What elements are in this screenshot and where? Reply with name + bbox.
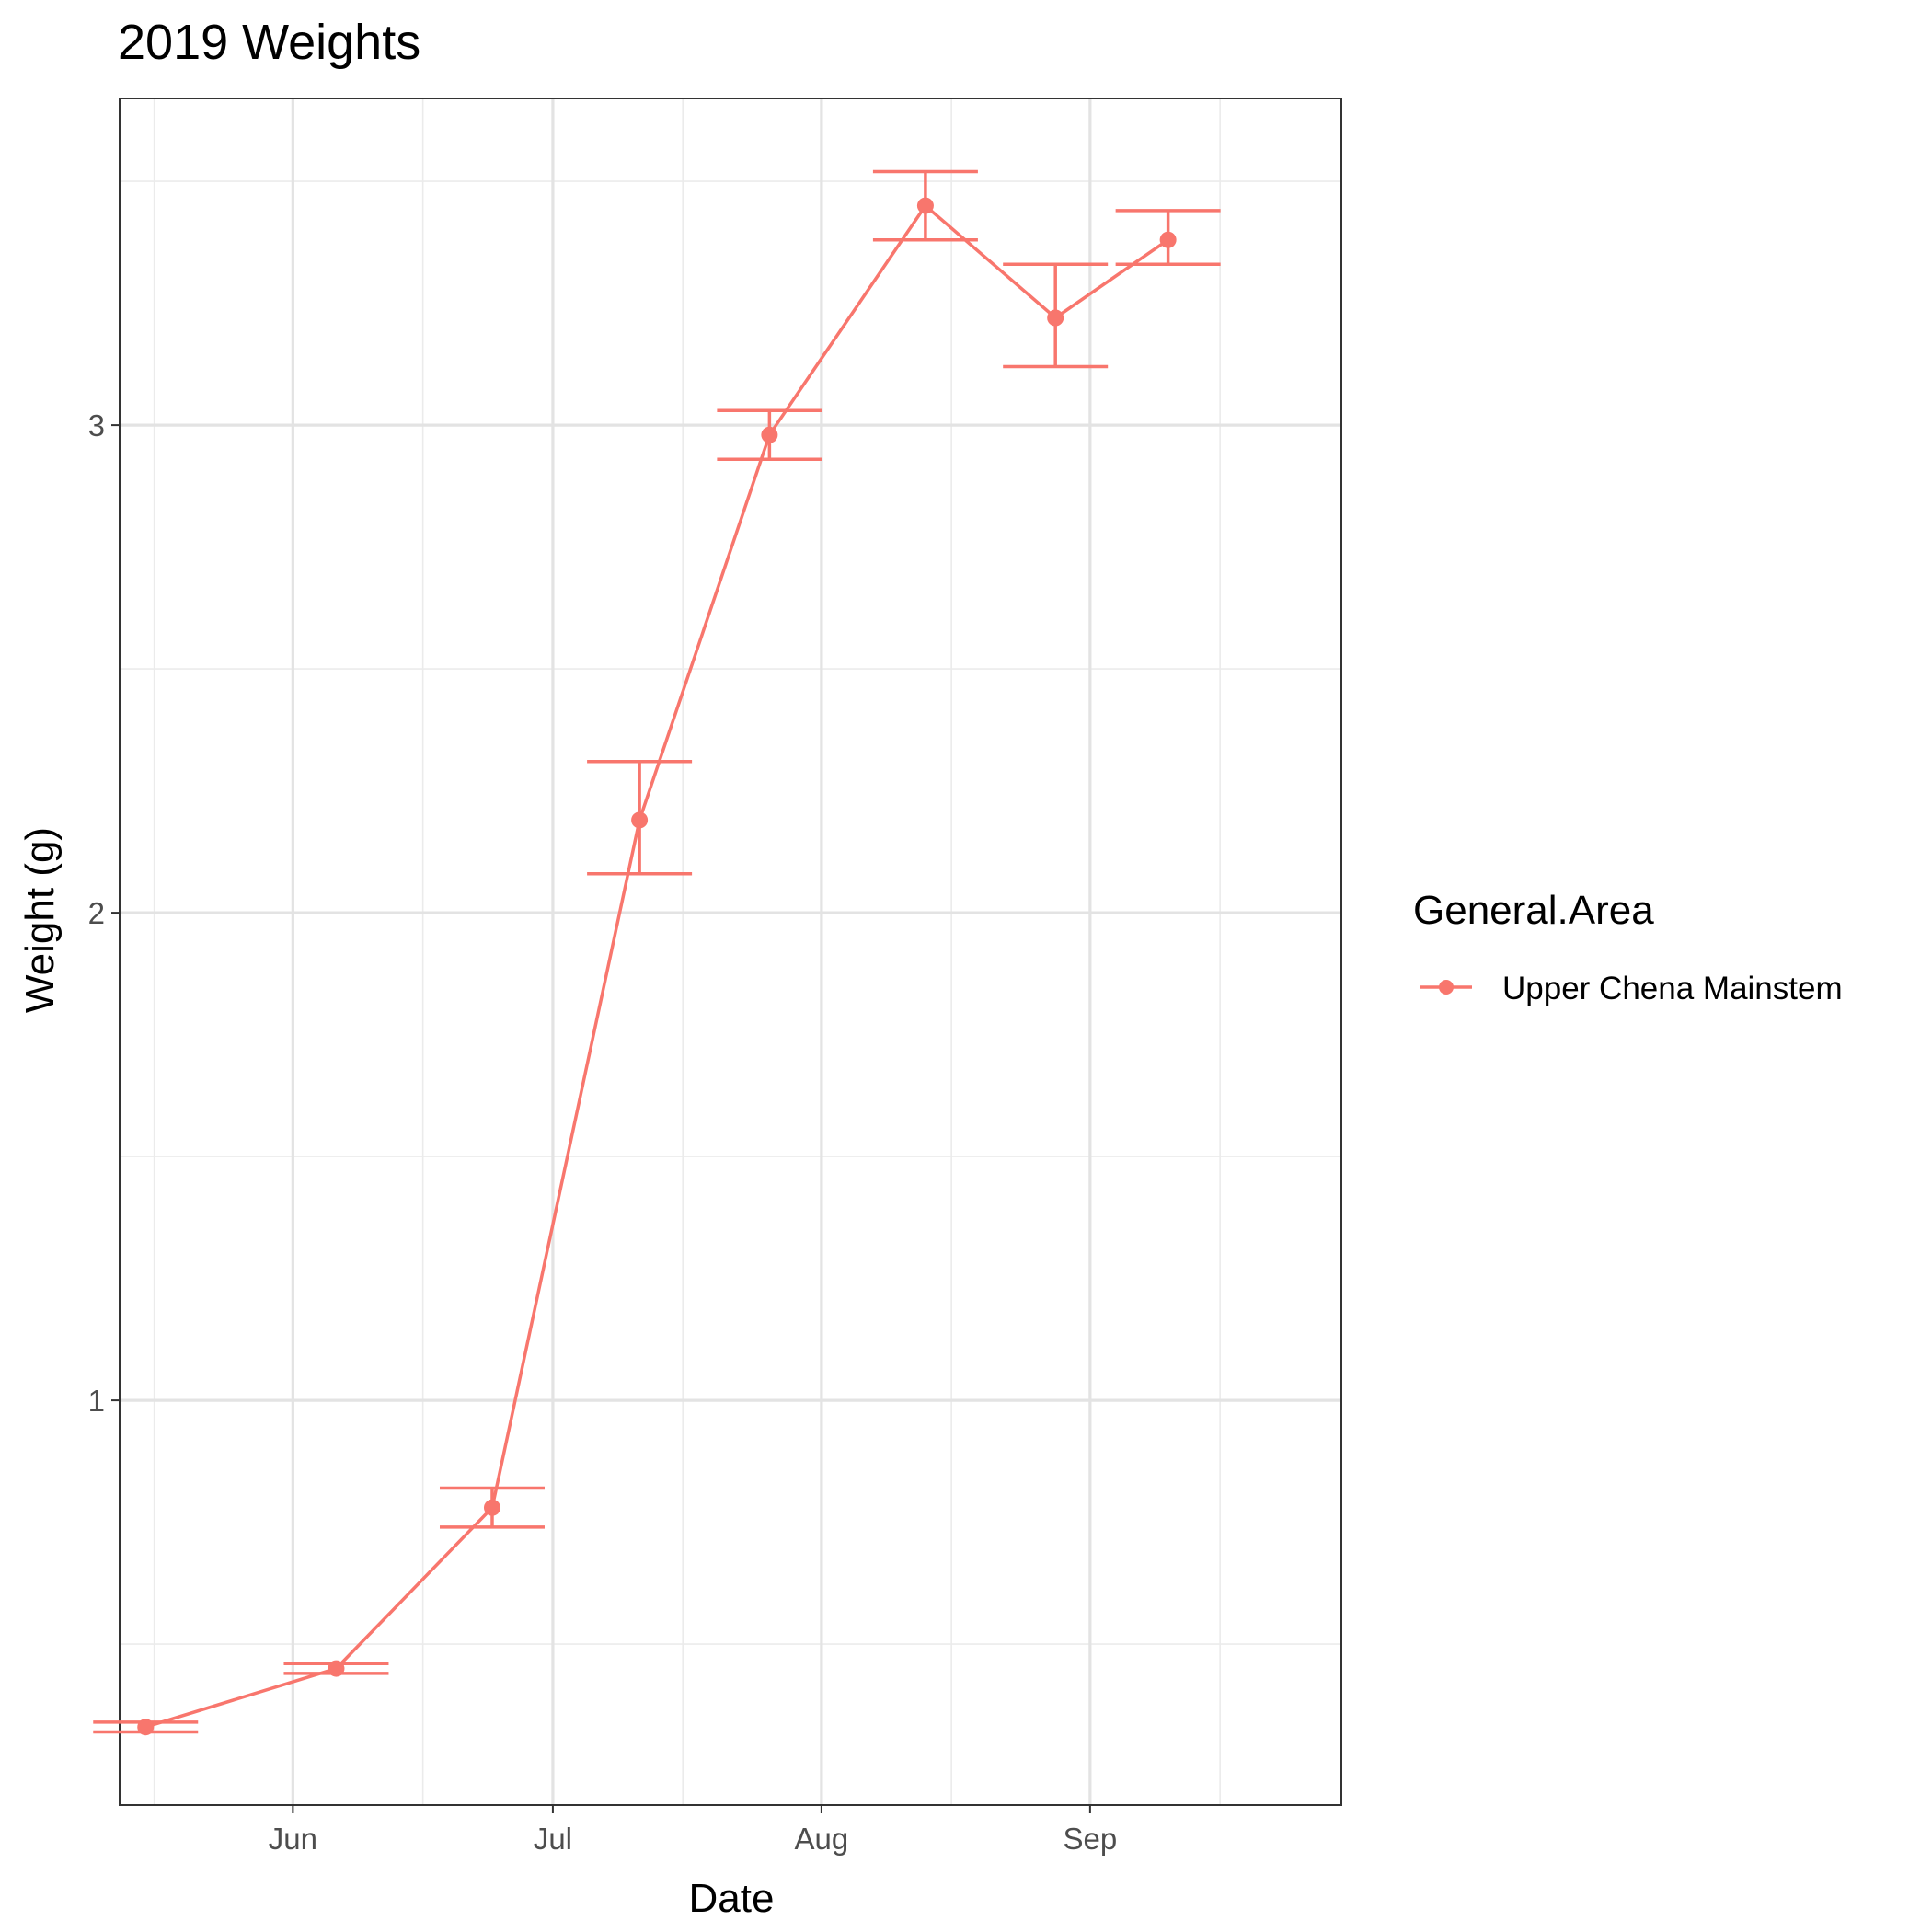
legend-label: Upper Chena Mainstem (1502, 971, 1843, 1006)
data-point (631, 811, 649, 829)
data-point (1047, 309, 1064, 327)
data-point (916, 197, 934, 214)
y-axis-ticks: 1 2 3 (88, 408, 120, 1418)
major-gridlines (120, 98, 1341, 1805)
chart-title: 2019 Weights (118, 15, 420, 70)
plot-panel-border (119, 98, 1342, 1806)
legend-title: General.Area (1413, 888, 1654, 933)
x-tick-label: Jul (534, 1822, 572, 1856)
data-point (1159, 231, 1177, 248)
x-tick-label: Jun (269, 1822, 317, 1856)
series-upper-chena-mainstem (93, 169, 1221, 1736)
legend-key-point (1439, 980, 1454, 995)
y-axis-title: Weight (g) (17, 827, 63, 1013)
data-point (761, 426, 778, 443)
data-point (483, 1499, 500, 1516)
series-line (144, 203, 1169, 1729)
data-point (328, 1660, 345, 1677)
y-tick-label: 2 (88, 896, 105, 930)
data-point (137, 1719, 155, 1736)
y-tick-label: 1 (88, 1384, 105, 1418)
x-axis-ticks: Jun Jul Aug Sep (269, 1805, 1117, 1856)
x-tick-label: Sep (1064, 1822, 1118, 1856)
x-tick-label: Aug (795, 1822, 849, 1856)
y-tick-label: 3 (88, 408, 105, 443)
legend: General.Area Upper Chena Mainstem (1413, 888, 1843, 1006)
minor-gridlines (120, 98, 1341, 1805)
x-axis-title: Date (689, 1876, 775, 1921)
